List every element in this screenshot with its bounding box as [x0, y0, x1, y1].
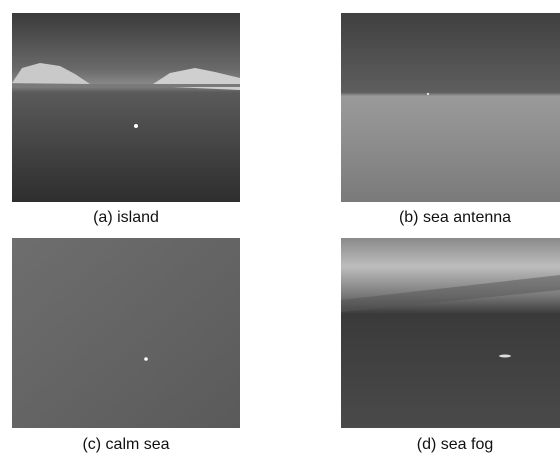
panel-image	[341, 238, 560, 428]
caption: (a) island	[93, 209, 159, 226]
caption: (d) sea fog	[417, 436, 493, 453]
panel-image	[12, 238, 240, 428]
caption: (b) sea antenna	[399, 209, 511, 226]
panel-image	[12, 13, 240, 202]
figure: (a) island (b) sea antenna (c) calm sea …	[0, 0, 560, 456]
page: (a) island (b) sea antenna (c) calm sea …	[0, 0, 560, 456]
panel-image	[341, 13, 560, 202]
caption: (c) calm sea	[82, 436, 169, 453]
